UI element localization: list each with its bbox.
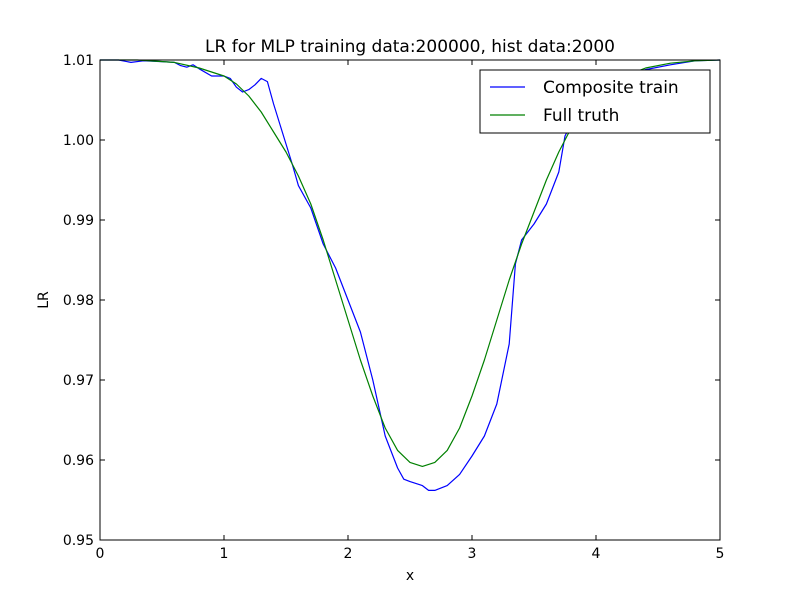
x-axis-label: x	[406, 568, 414, 584]
chart-title: LR for MLP training data:200000, hist da…	[205, 37, 615, 57]
y-tick-label: 0.96	[63, 453, 94, 469]
plot-area	[100, 59, 721, 491]
x-tick-label: 0	[96, 546, 105, 562]
y-tick-label: 0.97	[63, 373, 94, 389]
series-line-composite-train	[100, 59, 721, 491]
y-tick-label: 1.01	[63, 53, 94, 69]
legend: Composite train Full truth	[479, 69, 711, 134]
axis-ticks: 0 1 2 3 4 5 0.95 0.96 0.97 0.98 0.99 1.00 1.01	[63, 53, 725, 562]
legend-label-full-truth: Full truth	[543, 106, 619, 126]
x-tick-label: 1	[220, 546, 229, 562]
y-axis-label: LR	[36, 291, 52, 309]
y-tick-label: 1.00	[63, 133, 94, 149]
x-tick-label: 5	[716, 546, 725, 562]
y-tick-label: 0.99	[63, 213, 94, 229]
x-tick-label: 2	[344, 546, 353, 562]
legend-box	[479, 69, 711, 134]
x-tick-label: 4	[592, 546, 601, 562]
x-tick-label: 3	[468, 546, 477, 562]
series-line-full-truth	[100, 59, 721, 467]
legend-label-composite-train: Composite train	[543, 78, 679, 98]
y-tick-label: 0.95	[63, 533, 94, 549]
y-tick-label: 0.98	[63, 293, 94, 309]
